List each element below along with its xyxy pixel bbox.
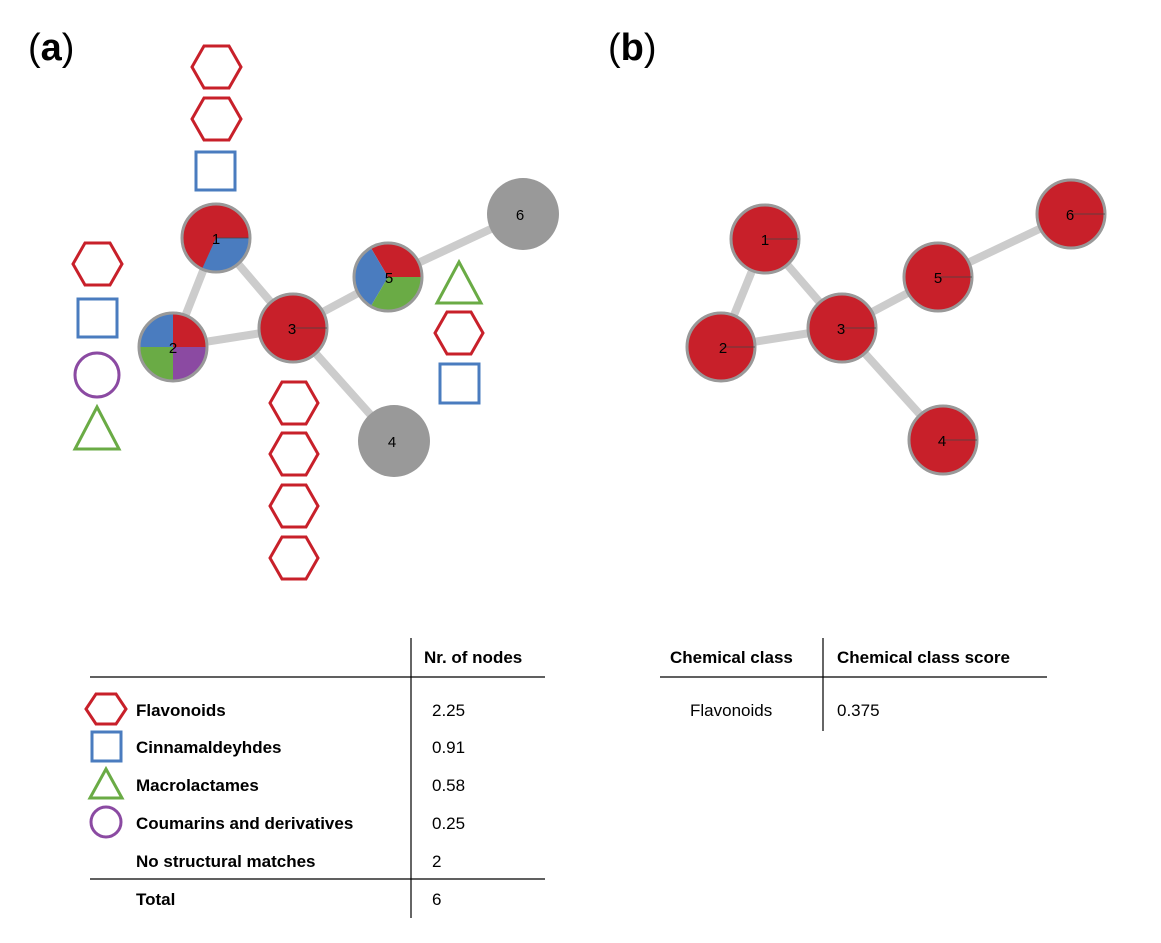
row-label: Cinnamaldeyhdes [136,738,282,757]
node-label: 6 [516,207,524,224]
node-3-match-stack [268,380,320,581]
square-icon [438,362,481,405]
panel-a-node-1: 1 [180,202,252,274]
panel-b-node-4: 4 [907,404,979,476]
hexagon-icon [433,310,485,356]
table-header-chemical-class: Chemical class [670,648,793,667]
node-label: 4 [388,434,396,451]
triangle-icon [72,403,122,451]
triangle-icon [434,258,484,305]
row-value: 0.58 [432,776,465,795]
total-label: Total [136,890,175,909]
circle-icon [89,805,123,839]
hexagon-icon [268,535,320,581]
circle-icon [73,351,121,399]
hexagon-icon [268,483,320,529]
node-1-match-stack [190,44,243,192]
row-score: 0.375 [837,701,880,720]
node-label: 3 [837,321,845,338]
node-label: 2 [719,340,727,357]
node-label: 5 [934,270,942,287]
row-label: No structural matches [136,852,316,871]
panel-b-node-5: 5 [902,241,974,313]
panel-a-node-2: 2 [137,311,209,383]
panel-a-node-4: 4 [358,405,430,477]
panel-a-node-3: 3 [257,292,329,364]
node-5-match-stack [433,258,485,405]
total-value: 6 [432,890,441,909]
panel-a-label: (a) [28,27,74,69]
row-value: 0.25 [432,814,465,833]
hexagon-icon [268,431,320,477]
square-icon [76,297,119,339]
table-header-chemical-class-score: Chemical class score [837,648,1010,667]
node-label: 5 [385,270,393,287]
node-2-match-stack [71,241,124,451]
row-value: 2.25 [432,701,465,720]
node-label: 1 [212,231,220,248]
square-icon [194,150,237,192]
panel-b-node-2: 2 [685,311,757,383]
panel-b-node-3: 3 [806,292,878,364]
square-icon [90,730,123,763]
hexagon-icon [190,44,243,90]
row-label: Flavonoids [136,701,226,720]
panel-b-table: Chemical class Chemical class score Flav… [660,638,1047,731]
hexagon-icon [71,241,124,287]
node-label: 2 [169,340,177,357]
node-label: 1 [761,232,769,249]
panel-a-node-6: 6 [487,178,559,250]
hexagon-icon [190,96,243,142]
panel-b-label: (b) [608,27,657,69]
row-label: Macrolactames [136,776,259,795]
hexagon-icon [268,380,320,426]
row-value: 2 [432,852,441,871]
node-label: 3 [288,321,296,338]
row-label: Coumarins and derivatives [136,814,353,833]
triangle-icon [87,765,125,800]
table-header-nr-nodes: Nr. of nodes [424,648,522,667]
panel-a-table: Nr. of nodes Flavonoids 2.25 Cinnamaldey… [84,638,545,918]
panel-b-node-6: 6 [1035,178,1107,250]
row-class: Flavonoids [690,701,772,720]
node-label: 6 [1066,207,1074,224]
row-value: 0.91 [432,738,465,757]
panel-b-node-1: 1 [729,203,801,275]
panel-a-node-5: 5 [352,241,424,313]
node-label: 4 [938,433,946,450]
hexagon-icon [84,692,128,726]
